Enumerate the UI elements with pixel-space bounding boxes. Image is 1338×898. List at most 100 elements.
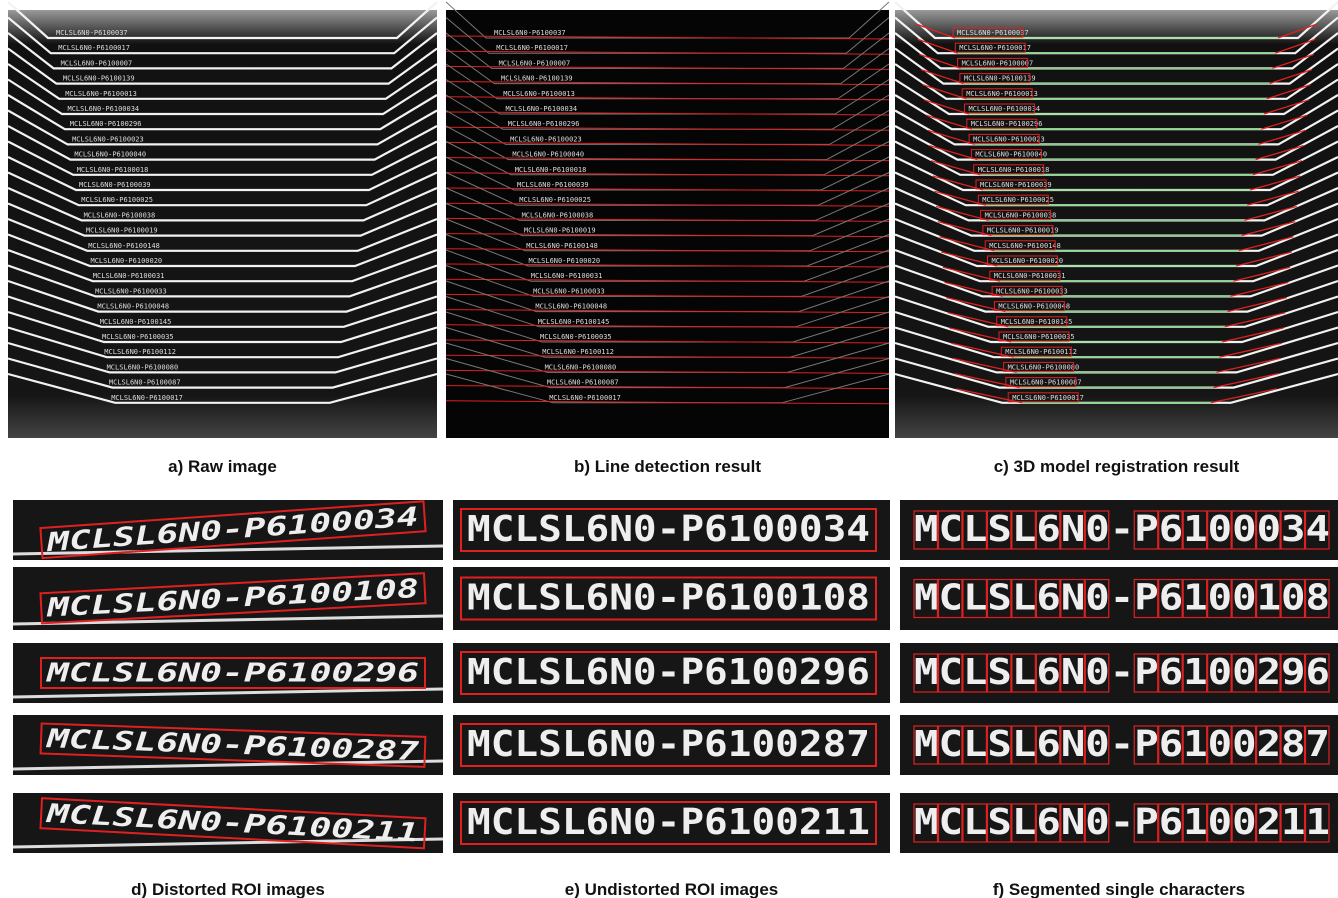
layer-label: MCLSL6N0-P6100145: [100, 318, 172, 326]
roi-2: MCLSL6N0-P6100034: [900, 500, 1338, 560]
layer-label: MCLSL6N0-P6100296: [70, 120, 142, 128]
layer-label: MCLSL6N0-P6100034: [969, 105, 1041, 113]
layer-label: MCLSL6N0-P6100020: [992, 257, 1064, 265]
layer-label: MCLSL6N0-P6100013: [966, 90, 1038, 98]
layer-label: MCLSL6N0-P6100017: [959, 44, 1031, 52]
roi-2: MCLSL6N0-P6100287: [900, 715, 1338, 775]
layer-label: MCLSL6N0-P6100087: [1010, 379, 1082, 387]
layer-label: MCLSL6N0-P6100080: [545, 363, 617, 371]
roi-text: MCLSL6N0-P6100034: [914, 509, 1330, 550]
layer-label: MCLSL6N0-P6100018: [978, 166, 1050, 174]
roi-text: MCLSL6N0-P6100108: [914, 578, 1330, 619]
layer-label: MCLSL6N0-P6100040: [975, 151, 1047, 159]
layer-label: MCLSL6N0-P6100035: [1003, 333, 1075, 341]
layer-label: MCLSL6N0-P6100048: [998, 303, 1070, 311]
layer-label: MCLSL6N0-P6100087: [547, 379, 619, 387]
roi-text: MCLSL6N0-P6100287: [914, 724, 1330, 765]
layer-label: MCLSL6N0-P6100017: [549, 394, 621, 402]
layer-label: MCLSL6N0-P6100033: [533, 287, 605, 295]
roi-2: MCLSL6N0-P6100211: [900, 793, 1338, 853]
roi-0: MCLSL6N0-P6100034: [13, 500, 443, 560]
layer-label: MCLSL6N0-P6100025: [519, 196, 591, 204]
layer-label: MCLSL6N0-P6100033: [996, 287, 1068, 295]
layer-label: MCLSL6N0-P6100019: [987, 227, 1059, 235]
layer-label: MCLSL6N0-P6100017: [496, 44, 568, 52]
layer-label: MCLSL6N0-P6100017: [58, 44, 130, 52]
layer-label: MCLSL6N0-P6100031: [994, 272, 1066, 280]
roi-text: MCLSL6N0-P6100108: [467, 578, 870, 619]
layer-label: MCLSL6N0-P6100017: [111, 394, 183, 402]
roi-0: MCLSL6N0-P6100287: [13, 715, 443, 775]
layer-label: MCLSL6N0-P6100033: [95, 287, 167, 295]
distorted-text: MCLSL6N0-P6100296: [41, 658, 425, 689]
roi-0: MCLSL6N0-P6100108: [13, 567, 443, 630]
roi-text: MCLSL6N0-P6100296: [46, 659, 419, 689]
layer-label: MCLSL6N0-P6100034: [506, 105, 578, 113]
roi-1: MCLSL6N0-P6100034: [453, 500, 890, 560]
roi-1: MCLSL6N0-P6100211: [453, 793, 890, 853]
layer-label: MCLSL6N0-P6100038: [985, 211, 1057, 219]
panel-image: [895, 10, 1338, 438]
layer-label: MCLSL6N0-P6100080: [107, 363, 179, 371]
layer-label: MCLSL6N0-P6100038: [522, 211, 594, 219]
layer-label: MCLSL6N0-P6100039: [79, 181, 151, 189]
roi-2: MCLSL6N0-P6100296: [900, 643, 1338, 703]
layer-label: MCLSL6N0-P6100139: [501, 75, 573, 83]
layer-label: MCLSL6N0-P6100296: [971, 120, 1043, 128]
caption: f) Segmented single characters: [993, 880, 1245, 898]
panel-raw: MCLSL6N0-P6100037 MCLSL6N0-P6100017 MCLSL6…: [8, 2, 437, 438]
layer-label: MCLSL6N0-P6100019: [524, 227, 596, 235]
layer-label: MCLSL6N0-P6100048: [97, 303, 169, 311]
layer-label: MCLSL6N0-P6100037: [56, 29, 128, 37]
layer-label: MCLSL6N0-P6100013: [503, 90, 575, 98]
layer-label: MCLSL6N0-P6100148: [526, 242, 598, 250]
layer-label: MCLSL6N0-P6100031: [93, 272, 165, 280]
caption: b) Line detection result: [574, 457, 761, 476]
layer-label: MCLSL6N0-P6100019: [86, 227, 158, 235]
layer-label: MCLSL6N0-P6100087: [109, 379, 181, 387]
layer-label: MCLSL6N0-P6100296: [508, 120, 580, 128]
layer-label: MCLSL6N0-P6100020: [529, 257, 601, 265]
layer-label: MCLSL6N0-P6100080: [1008, 363, 1080, 371]
roi-text: MCLSL6N0-P6100296: [914, 652, 1330, 693]
layer-label: MCLSL6N0-P6100148: [88, 242, 160, 250]
layer-label: MCLSL6N0-P6100025: [81, 196, 153, 204]
roi-1: MCLSL6N0-P6100287: [453, 715, 890, 775]
layer-label: MCLSL6N0-P6100145: [538, 318, 610, 326]
layer-label: MCLSL6N0-P6100040: [512, 151, 584, 159]
layer-label: MCLSL6N0-P6100034: [68, 105, 140, 113]
layer-label: MCLSL6N0-P6100040: [74, 151, 146, 159]
layer-label: MCLSL6N0-P6100112: [542, 348, 614, 356]
layer-label: MCLSL6N0-P6100139: [964, 75, 1036, 83]
layer-label: MCLSL6N0-P6100018: [515, 166, 587, 174]
roi-1: MCLSL6N0-P6100296: [453, 643, 890, 703]
figure: MCLSL6N0-P6100037 MCLSL6N0-P6100017 MCLSL6…: [0, 0, 1338, 898]
caption: d) Distorted ROI images: [131, 880, 325, 898]
caption: c) 3D model registration result: [994, 457, 1240, 476]
layer-label: MCLSL6N0-P6100007: [962, 59, 1034, 67]
roi-2: MCLSL6N0-P6100108: [900, 567, 1338, 630]
layer-label: MCLSL6N0-P6100039: [980, 181, 1052, 189]
layer-label: MCLSL6N0-P6100017: [1012, 394, 1084, 402]
roi-text: MCLSL6N0-P6100287: [467, 724, 870, 765]
layer-label: MCLSL6N0-P6100023: [72, 135, 144, 143]
caption: e) Undistorted ROI images: [565, 880, 778, 898]
layer-label: MCLSL6N0-P6100037: [957, 29, 1029, 37]
layer-label: MCLSL6N0-P6100039: [517, 181, 589, 189]
layer-label: MCLSL6N0-P6100145: [1001, 318, 1073, 326]
layer-label: MCLSL6N0-P6100139: [63, 75, 135, 83]
layer-label: MCLSL6N0-P6100025: [982, 196, 1054, 204]
layer-label: MCLSL6N0-P6100035: [102, 333, 174, 341]
layer-label: MCLSL6N0-P6100020: [91, 257, 163, 265]
roi-0: MCLSL6N0-P6100296: [13, 643, 443, 703]
roi-text: MCLSL6N0-P6100296: [467, 652, 870, 693]
roi-text: MCLSL6N0-P6100034: [467, 509, 870, 550]
panel-lines: MCLSL6N0-P6100037 MCLSL6N0-P6100017 MCLSL6…: [446, 2, 889, 438]
layer-label: MCLSL6N0-P6100007: [499, 59, 571, 67]
layer-label: MCLSL6N0-P6100048: [535, 303, 607, 311]
panel-reg: MCLSL6N0-P6100037 MCLSL6N0-P6100017 MCLSL6…: [895, 2, 1338, 438]
layer-label: MCLSL6N0-P6100037: [494, 29, 566, 37]
layer-label: MCLSL6N0-P6100038: [84, 211, 156, 219]
roi-text: MCLSL6N0-P6100211: [467, 802, 870, 843]
layer-label: MCLSL6N0-P6100013: [65, 90, 137, 98]
